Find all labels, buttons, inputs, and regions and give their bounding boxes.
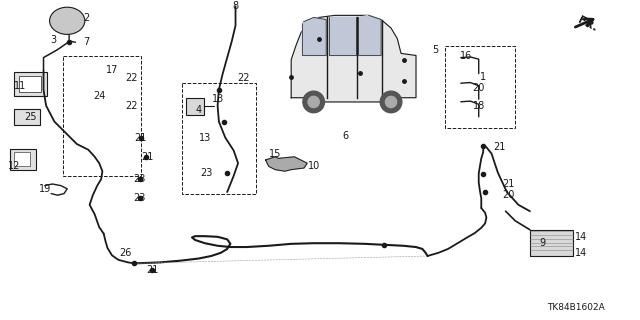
Polygon shape: [329, 18, 356, 55]
Text: 21: 21: [493, 142, 506, 152]
Polygon shape: [303, 18, 326, 55]
Text: 7: 7: [83, 36, 90, 47]
Circle shape: [385, 96, 397, 108]
Text: 19: 19: [38, 184, 51, 194]
Text: 14: 14: [575, 248, 588, 258]
Text: 2: 2: [83, 12, 90, 23]
Text: TK84B1602A: TK84B1602A: [547, 303, 605, 312]
Bar: [19, 76, 41, 92]
Bar: [63, 56, 141, 176]
Text: 5: 5: [432, 44, 438, 55]
Text: 13: 13: [211, 94, 224, 104]
Text: 14: 14: [575, 232, 588, 242]
Text: 17: 17: [106, 65, 118, 76]
Text: 25: 25: [24, 112, 37, 122]
Text: 11: 11: [14, 81, 27, 92]
Bar: [14, 72, 47, 96]
Text: 3: 3: [50, 35, 56, 45]
Text: 12: 12: [8, 161, 20, 172]
Polygon shape: [358, 15, 381, 55]
Bar: [530, 230, 573, 256]
Polygon shape: [266, 157, 307, 171]
Circle shape: [380, 91, 402, 113]
Text: 9: 9: [540, 238, 546, 248]
Text: 23: 23: [133, 193, 146, 204]
Text: 22: 22: [237, 73, 250, 84]
Text: 23: 23: [133, 174, 146, 184]
Text: 10: 10: [307, 161, 320, 172]
Text: 20: 20: [472, 83, 485, 93]
Ellipse shape: [50, 7, 85, 35]
Text: 18: 18: [472, 100, 485, 111]
Bar: [14, 152, 30, 166]
Text: 21: 21: [502, 179, 515, 189]
Text: 26: 26: [119, 248, 132, 258]
Text: FR.: FR.: [576, 15, 599, 34]
Text: 16: 16: [460, 51, 472, 61]
Bar: [14, 109, 40, 125]
Text: 22: 22: [125, 100, 138, 111]
Text: 21: 21: [141, 152, 154, 162]
Bar: [186, 98, 204, 115]
Text: 6: 6: [342, 131, 349, 141]
Bar: [10, 149, 36, 170]
Text: 1: 1: [480, 72, 486, 82]
Text: 23: 23: [200, 168, 212, 178]
Text: 22: 22: [125, 73, 138, 84]
Text: 4: 4: [195, 105, 202, 116]
Text: 21: 21: [146, 265, 159, 276]
Text: 13: 13: [198, 132, 211, 143]
Bar: [445, 46, 515, 128]
Text: 21: 21: [134, 132, 147, 143]
Text: 15: 15: [269, 148, 282, 159]
Text: 20: 20: [502, 190, 515, 200]
Text: 24: 24: [93, 91, 106, 101]
Circle shape: [308, 96, 319, 108]
Bar: [182, 83, 256, 194]
Polygon shape: [291, 15, 416, 102]
Circle shape: [303, 91, 324, 113]
Text: 8: 8: [232, 1, 239, 12]
